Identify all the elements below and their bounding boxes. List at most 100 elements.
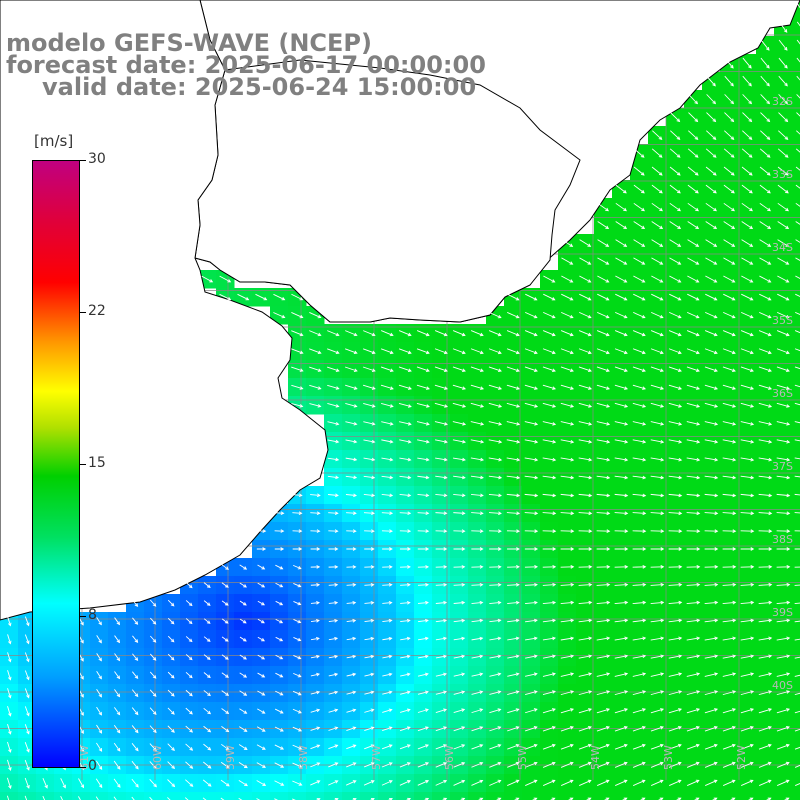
wind-arrow (364, 708, 375, 713)
wind-arrow (42, 777, 48, 789)
wind-cell (486, 792, 505, 800)
wind-arrow (578, 439, 593, 444)
wind-arrow (579, 239, 592, 247)
wind-arrow (740, 761, 754, 768)
wind-arrow (239, 654, 247, 660)
wind-arrow (722, 366, 736, 373)
wind-arrow (96, 635, 102, 644)
wind-arrow (382, 583, 393, 587)
wind-arrow (668, 708, 683, 714)
wind-arrow (525, 293, 538, 301)
wind-arrow (382, 726, 393, 732)
wind-arrow (650, 726, 664, 732)
wind-arrow (776, 743, 790, 750)
wind-arrow (470, 384, 485, 390)
wind-arrow (579, 257, 592, 265)
wind-cell (792, 360, 800, 379)
wind-arrow (364, 744, 375, 750)
wind-arrow (795, 166, 800, 171)
wind-arrow (794, 493, 800, 496)
wind-arrow (615, 221, 628, 230)
wind-arrow (292, 511, 303, 515)
wind-arrow (759, 221, 772, 230)
wind-arrow (203, 672, 211, 679)
wind-arrow (453, 475, 466, 480)
wind-arrow (596, 384, 611, 390)
wind-arrow (452, 402, 467, 408)
wind-arrow (794, 439, 800, 442)
wind-arrow (670, 112, 681, 123)
wind-arrow (669, 184, 681, 194)
wind-arrow (794, 746, 800, 750)
wind-arrow (417, 779, 430, 786)
wind-cell (792, 36, 800, 55)
wind-arrow (542, 582, 557, 587)
wind-cell (54, 792, 73, 800)
wind-arrow (238, 779, 248, 787)
wind-cell (72, 792, 91, 800)
wind-arrow (452, 366, 466, 373)
wind-arrow (686, 439, 701, 444)
wind-arrow (704, 511, 719, 516)
wind-arrow (239, 672, 248, 678)
wind-cell (558, 792, 577, 800)
wind-arrow (364, 654, 375, 659)
wind-arrow (310, 726, 321, 731)
wind-arrow (614, 493, 629, 498)
wind-arrow (796, 94, 800, 99)
wind-arrow (596, 618, 611, 623)
wind-arrow (292, 529, 303, 533)
wind-arrow (794, 782, 800, 787)
wind-cell (576, 792, 595, 800)
wind-arrow (24, 616, 30, 627)
wind-arrow (525, 779, 538, 786)
wind-arrow (453, 493, 466, 498)
wind-arrow (722, 761, 736, 768)
wind-arrow (722, 690, 737, 696)
wind-arrow (632, 330, 646, 337)
wind-arrow (149, 653, 157, 661)
wind-arrow (310, 762, 321, 768)
wind-arrow (760, 75, 770, 87)
wind-arrow (614, 708, 629, 714)
wind-arrow (489, 672, 502, 677)
wind-arrow (470, 475, 484, 480)
wind-cell (288, 792, 307, 800)
wind-arrow (778, 75, 788, 87)
wind-arrow (650, 366, 664, 373)
wind-arrow (668, 743, 682, 750)
wind-cell (306, 792, 325, 800)
wind-arrow (740, 439, 755, 444)
wind-arrow (399, 780, 411, 786)
wind-arrow (560, 348, 574, 355)
wind-arrow (632, 421, 647, 426)
wind-arrow (6, 795, 10, 800)
wind-arrow (776, 511, 791, 516)
wind-arrow (794, 366, 800, 370)
wind-arrow (113, 760, 121, 770)
wind-arrow (669, 275, 682, 283)
wind-arrow (722, 779, 736, 787)
wind-arrow (435, 457, 448, 462)
wind-arrow (778, 112, 789, 123)
wind-arrow (327, 475, 340, 480)
wind-arrow (363, 457, 376, 462)
wind-arrow (506, 493, 521, 498)
wind-arrow (203, 600, 211, 606)
wind-arrow (293, 601, 302, 606)
wind-arrow (542, 439, 557, 444)
wind-arrow (578, 366, 592, 373)
wind-arrow (131, 743, 139, 752)
wind-arrow (96, 706, 102, 716)
wind-arrow (651, 148, 663, 158)
wind-arrow (596, 690, 611, 696)
wind-arrow (740, 475, 755, 480)
wind-cell (792, 54, 800, 73)
wind-arrow (794, 692, 800, 696)
wind-arrow (239, 726, 248, 732)
wind-arrow (758, 511, 773, 516)
wind-arrow (7, 616, 12, 627)
wind-cell (792, 792, 800, 800)
wind-arrow (291, 293, 304, 301)
wind-arrow (686, 582, 701, 587)
